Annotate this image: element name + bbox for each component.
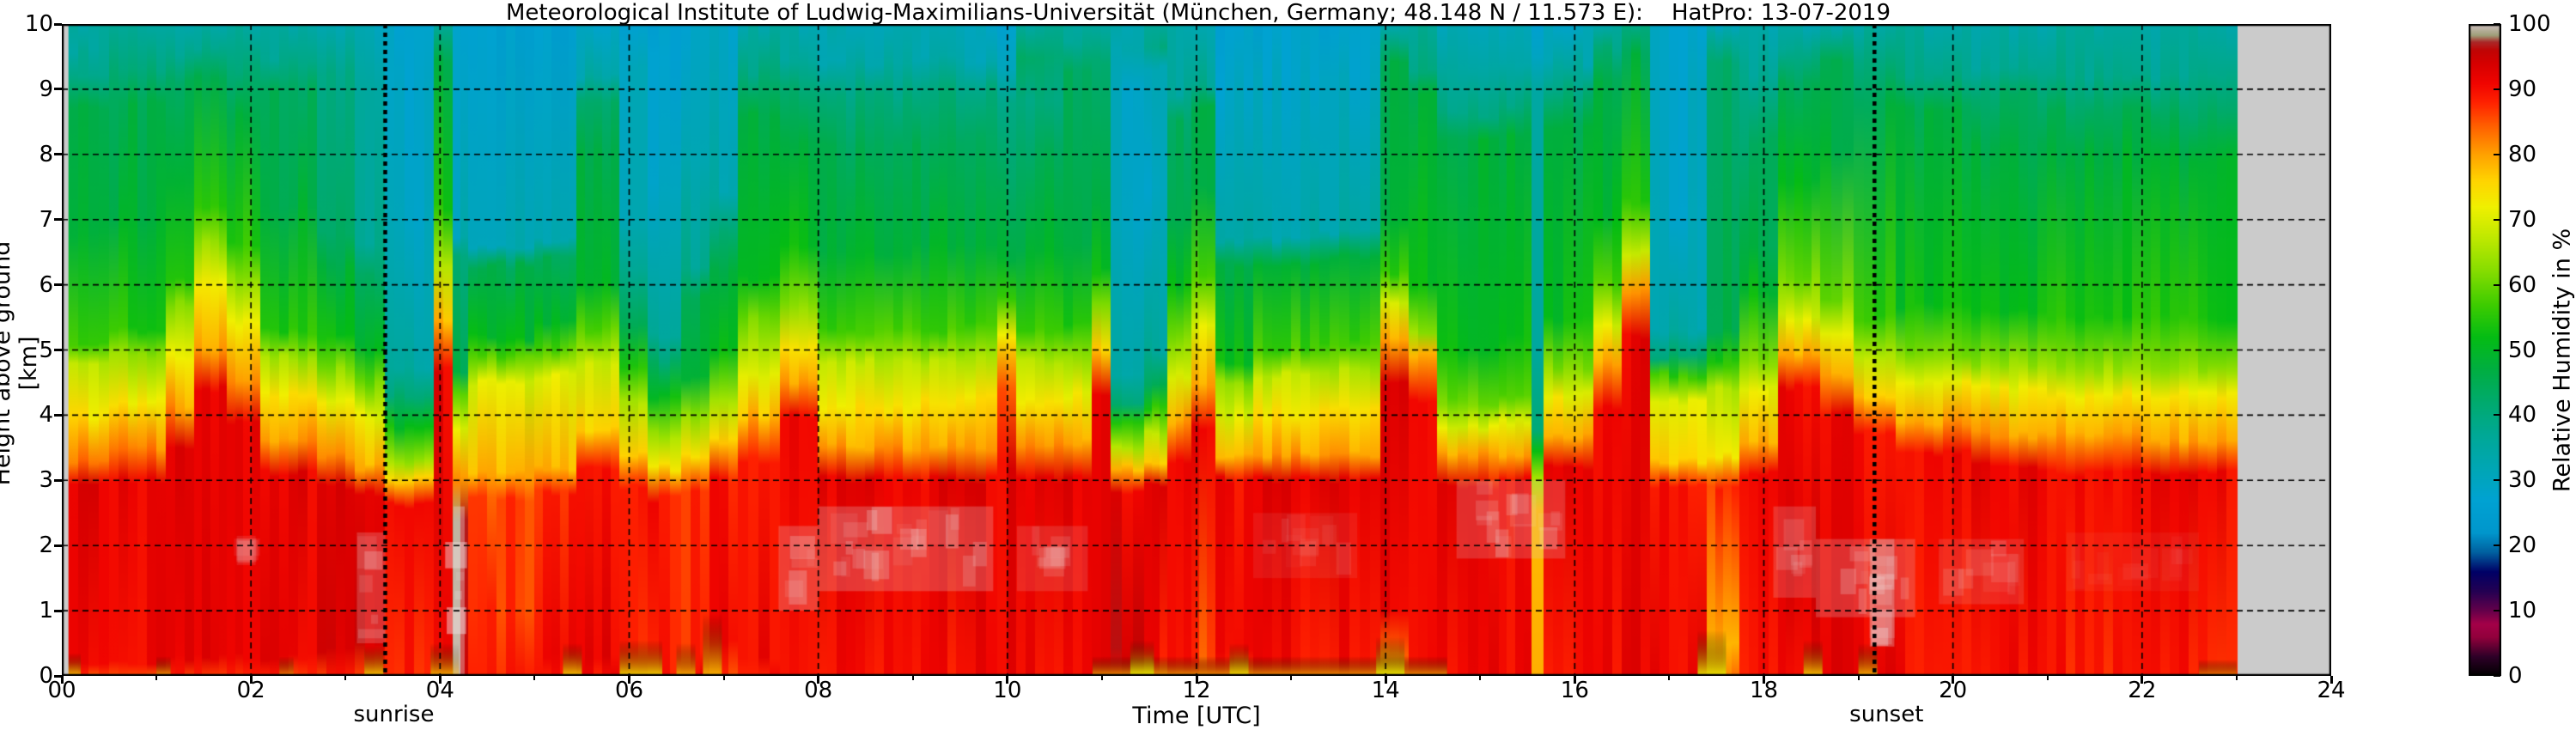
tick-mark — [2494, 414, 2500, 417]
tick-mark — [2494, 675, 2500, 677]
tick-mark — [54, 609, 62, 612]
tick-mark — [2141, 676, 2144, 684]
tick-mark — [2494, 218, 2500, 221]
tick-mark — [1668, 676, 1671, 680]
tick-mark — [2494, 610, 2500, 612]
page-title: Meteorological Institute of Ludwig-Maxim… — [505, 0, 1891, 26]
y-tick-label: 0 — [39, 663, 53, 689]
tick-mark — [2494, 153, 2500, 155]
colorbar-tick-label: 90 — [2508, 76, 2537, 102]
colorbar-label: Relative Humidity in % — [2549, 228, 2576, 493]
y-tick-label: 4 — [39, 402, 53, 429]
tick-mark — [2046, 676, 2049, 680]
x-axis-label: Time [UTC] — [1132, 703, 1261, 729]
tick-mark — [1100, 676, 1103, 680]
y-tick-label: 5 — [39, 337, 53, 363]
tick-mark — [155, 676, 158, 680]
colorbar-tick-label: 70 — [2508, 206, 2537, 233]
tick-mark — [1952, 676, 1955, 684]
tick-mark — [54, 283, 62, 287]
colorbar-tick-label: 0 — [2508, 663, 2523, 689]
tick-mark — [1479, 676, 1482, 680]
y-tick-label: 2 — [39, 532, 53, 559]
tick-mark — [1573, 676, 1576, 684]
tick-mark — [54, 349, 62, 351]
tick-mark — [54, 478, 62, 482]
y-axis-label: Height above ground [km] — [0, 240, 42, 486]
y-tick-label: 6 — [39, 271, 53, 298]
tick-mark — [1290, 676, 1293, 680]
tick-mark — [2329, 676, 2333, 684]
tick-mark — [2494, 349, 2500, 351]
tick-mark — [2494, 544, 2500, 547]
colorbar-tick-label: 20 — [2508, 532, 2537, 559]
tick-mark — [1006, 676, 1009, 684]
tick-mark — [2494, 23, 2500, 25]
tick-mark — [54, 153, 62, 156]
tick-mark — [2494, 479, 2500, 482]
tick-mark — [54, 544, 62, 547]
y-tick-label: 8 — [39, 141, 53, 167]
tick-mark — [817, 676, 820, 684]
tick-mark — [911, 676, 914, 680]
tick-mark — [2494, 283, 2500, 286]
tick-mark — [2494, 88, 2500, 90]
tick-mark — [1384, 676, 1387, 684]
humidity-heatmap-canvas — [62, 24, 2331, 676]
tick-mark — [344, 676, 347, 680]
colorbar-tick-label: 40 — [2508, 402, 2537, 429]
tick-mark — [249, 676, 253, 684]
colorbar-tick-label: 10 — [2508, 598, 2537, 624]
colorbar-tick-label: 60 — [2508, 271, 2537, 298]
y-tick-label: 9 — [39, 76, 53, 102]
y-tick-label: 3 — [39, 467, 53, 494]
tick-mark — [533, 676, 536, 680]
tick-mark — [54, 88, 62, 91]
tick-mark — [60, 676, 64, 684]
tick-mark — [1763, 676, 1765, 684]
colorbar-tick-label: 30 — [2508, 467, 2537, 494]
tick-mark — [54, 218, 62, 222]
tick-mark — [1195, 676, 1198, 684]
tick-mark — [54, 674, 62, 678]
tick-mark — [1857, 676, 1860, 680]
y-tick-label: 1 — [39, 598, 53, 624]
sunrise-annotation: sunrise — [353, 702, 435, 727]
tick-mark — [438, 676, 442, 684]
colorbar-tick-label: 50 — [2508, 337, 2537, 363]
colorbar-tick-label: 80 — [2508, 141, 2537, 167]
y-tick-label: 7 — [39, 206, 53, 233]
tick-mark — [2235, 676, 2238, 680]
tick-mark — [722, 676, 725, 680]
y-tick-label: 10 — [24, 11, 53, 37]
tick-mark — [54, 22, 62, 26]
sunset-annotation: sunset — [1849, 702, 1924, 727]
tick-mark — [628, 676, 630, 684]
colorbar-tick-label: 100 — [2508, 11, 2551, 37]
tick-mark — [54, 413, 62, 417]
